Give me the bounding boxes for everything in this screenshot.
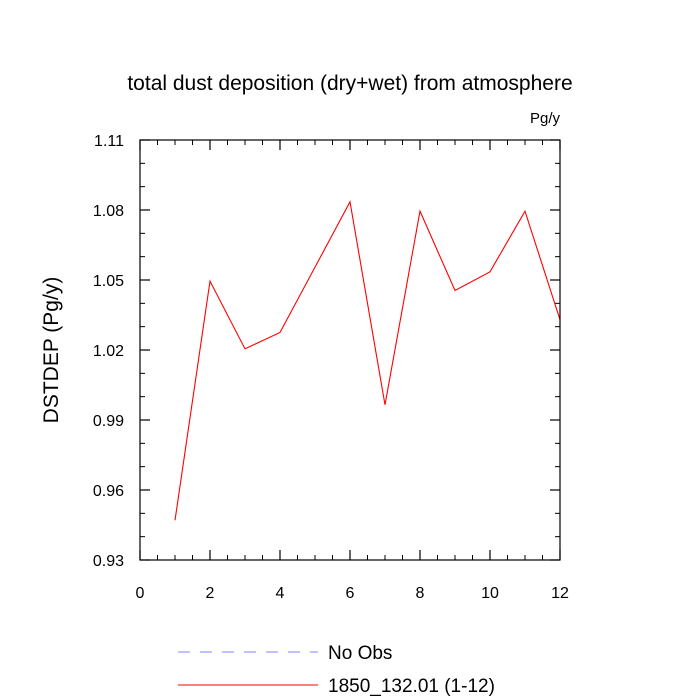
x-tick-label: 10 (481, 585, 499, 602)
y-tick-label: 1.02 (93, 343, 124, 360)
legend-label: 1850_132.01 (1-12) (328, 676, 495, 697)
chart-title: total dust deposition (dry+wet) from atm… (127, 72, 572, 95)
y-axis-label: DSTDEP (Pg/y) (40, 277, 63, 424)
x-tick-label: 2 (206, 585, 215, 602)
x-tick-label: 0 (136, 585, 145, 602)
y-tick-label: 1.05 (93, 273, 124, 290)
axis-ticks: 0 2 4 6 8 10 12 0.93 0.96 0.99 1.02 1.05 1.08 1.11 (93, 133, 569, 602)
y-tick-label: 1.11 (94, 133, 124, 150)
series-lines (174, 200, 561, 521)
y-tick-label: 0.99 (93, 413, 124, 430)
x-tick-label: 4 (276, 585, 285, 602)
y-tick-label: 0.96 (93, 483, 124, 500)
series-line (174, 200, 561, 521)
units-label: Pg/y (530, 110, 561, 127)
x-tick-label: 12 (551, 585, 569, 602)
plot-frame (139, 139, 561, 561)
y-tick-label: 0.93 (93, 553, 124, 570)
x-tick-label: 8 (416, 585, 425, 602)
y-tick-label: 1.08 (93, 203, 124, 220)
legend: No Obs 1850_132.01 (1-12) (178, 643, 495, 697)
legend-label: No Obs (328, 643, 392, 664)
x-tick-label: 6 (346, 585, 355, 602)
